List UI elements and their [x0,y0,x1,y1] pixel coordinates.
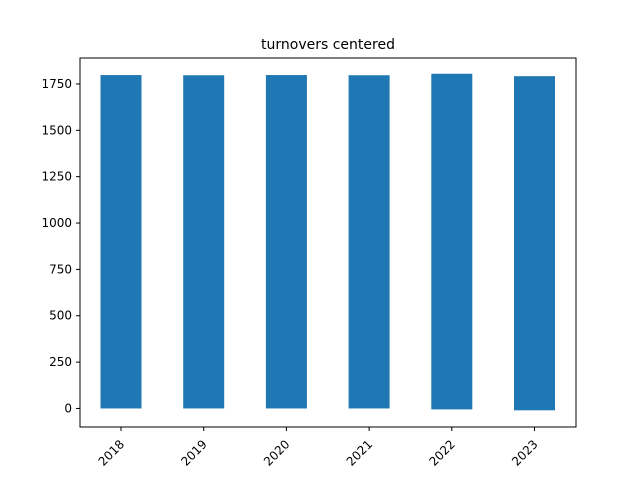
x-axis: 2018 2019 2020 2021 2022 2023 [96,427,541,469]
y-axis: 0 250 500 750 1000 1250 1500 1750 [41,77,80,415]
chart-title: turnovers centered [261,37,395,53]
x-tick-label: 2020 [261,437,292,468]
plot-frame [79,57,577,428]
x-tick-label: 2022 [426,437,457,468]
y-tick-label: 750 [49,262,72,276]
bar-2023 [514,76,555,411]
y-tick-label: 1250 [41,170,72,184]
bar-2020 [265,75,307,409]
bar-2019 [183,75,225,409]
y-tick-label: 1500 [41,123,72,137]
x-tick-label: 2019 [178,437,209,468]
x-tick-label: 2023 [509,437,540,468]
y-tick-label: 1750 [41,77,72,91]
x-tick-label: 2021 [344,437,375,468]
bars-group [100,73,555,411]
bar-2021 [348,75,390,409]
y-tick-label: 0 [64,401,72,415]
y-tick-label: 1000 [41,216,72,230]
y-tick-label: 250 [49,355,72,369]
y-tick-label: 500 [49,309,72,323]
bar-2018 [100,75,142,409]
bar-2022 [431,73,473,410]
x-tick-label: 2018 [96,437,127,468]
